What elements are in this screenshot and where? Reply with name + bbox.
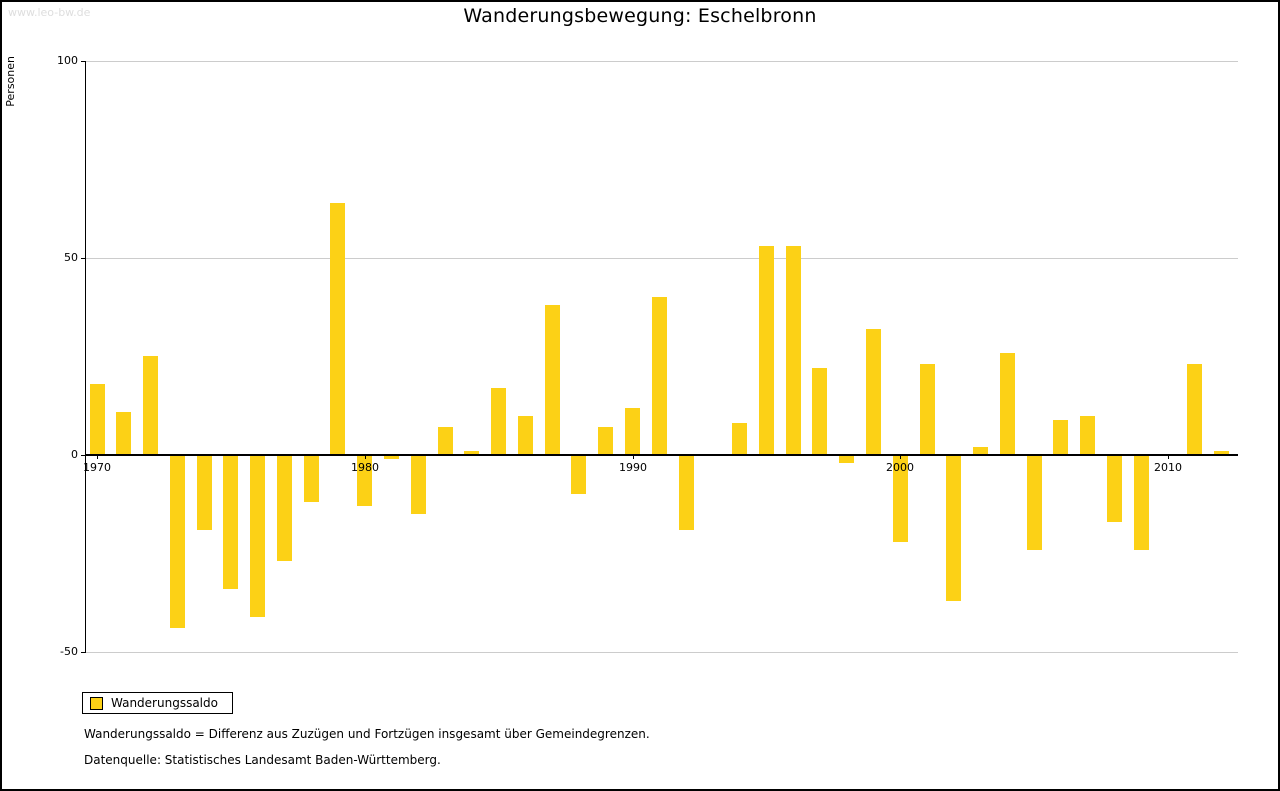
bar-2000 (893, 455, 908, 542)
bar-2011 (1187, 364, 1202, 455)
footnote-source: Datenquelle: Statistisches Landesamt Bad… (84, 753, 441, 767)
bar-1971 (116, 412, 131, 455)
watermark: www.leo-bw.de (8, 6, 91, 19)
legend-label: Wanderungssaldo (111, 696, 218, 710)
y-tick-label-100: 100 (57, 54, 78, 67)
bar-1982 (411, 455, 426, 514)
bar-2012 (1214, 451, 1229, 455)
gridline-50 (85, 258, 1238, 259)
x-tick-label-2010: 2010 (1154, 461, 1182, 474)
bar-1986 (518, 416, 533, 455)
bar-1981 (384, 455, 399, 459)
bar-1992 (679, 455, 694, 530)
x-tick-label-1970: 1970 (83, 461, 111, 474)
bar-2009 (1134, 455, 1149, 550)
y-tick-label-50: 50 (64, 251, 78, 264)
y-tick-label--50: -50 (60, 645, 78, 658)
gridline-100 (85, 61, 1238, 62)
bar-2004 (1000, 353, 1015, 455)
bar-1972 (143, 356, 158, 455)
y-tickmark-50 (81, 258, 85, 259)
bar-1990 (625, 408, 640, 455)
bar-2001 (920, 364, 935, 455)
bar-1977 (277, 455, 292, 561)
bar-2005 (1027, 455, 1042, 550)
y-axis-line (85, 61, 86, 653)
y-tickmark-100 (81, 61, 85, 62)
bar-1979 (330, 203, 345, 455)
x-tickmark-1980 (365, 455, 366, 459)
legend: Wanderungssaldo (82, 692, 233, 714)
bar-1995 (759, 246, 774, 455)
bar-1984 (464, 451, 479, 455)
bar-1994 (732, 423, 747, 455)
x-tick-label-1980: 1980 (351, 461, 379, 474)
bar-2002 (946, 455, 961, 601)
bar-1973 (170, 455, 185, 628)
bar-1985 (491, 388, 506, 455)
bar-1998 (839, 455, 854, 463)
bar-1980 (357, 455, 372, 506)
y-tickmark--50 (81, 652, 85, 653)
bar-2003 (973, 447, 988, 455)
x-tickmark-1970 (97, 455, 98, 459)
y-tick-label-0: 0 (71, 448, 78, 461)
bar-1970 (90, 384, 105, 455)
gridline--50 (85, 652, 1238, 653)
bar-2008 (1107, 455, 1122, 522)
y-tickmark-0 (81, 455, 85, 456)
bar-1996 (786, 246, 801, 455)
bar-1976 (250, 455, 265, 617)
bar-2006 (1053, 420, 1068, 455)
x-axis-line (85, 454, 1238, 456)
x-tick-label-2000: 2000 (886, 461, 914, 474)
bar-1974 (197, 455, 212, 530)
bar-1999 (866, 329, 881, 455)
bar-1987 (545, 305, 560, 455)
x-tick-label-1990: 1990 (619, 461, 647, 474)
bar-1991 (652, 297, 667, 455)
bar-2007 (1080, 416, 1095, 455)
bar-1989 (598, 427, 613, 455)
x-tickmark-2000 (900, 455, 901, 459)
bar-1988 (571, 455, 586, 494)
legend-swatch (90, 696, 103, 710)
bar-1997 (812, 368, 827, 455)
bar-1978 (304, 455, 319, 502)
x-tickmark-2010 (1168, 455, 1169, 459)
x-tickmark-1990 (633, 455, 634, 459)
footnote-definition: Wanderungssaldo = Differenz aus Zuzügen … (84, 727, 650, 741)
chart-title: Wanderungsbewegung: Eschelbronn (463, 5, 817, 27)
bar-1983 (438, 427, 453, 455)
bar-1975 (223, 455, 238, 589)
